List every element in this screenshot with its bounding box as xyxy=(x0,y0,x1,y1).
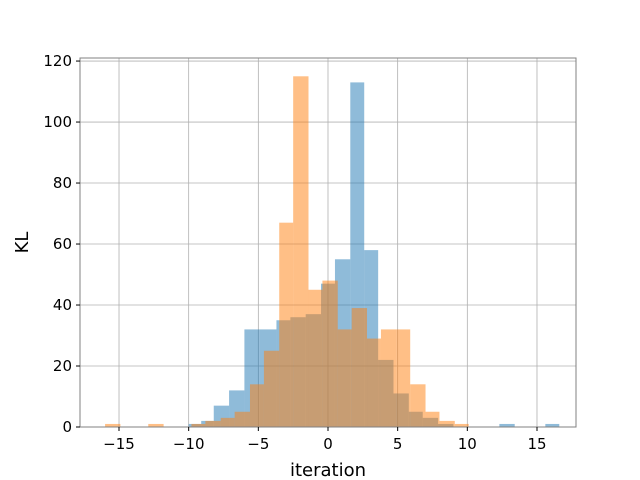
histogram-bar xyxy=(367,338,381,427)
y-axis-label: KL xyxy=(12,232,33,254)
y-tick-label: 120 xyxy=(43,52,72,70)
histogram-bar xyxy=(439,420,455,427)
x-tick-label: 10 xyxy=(458,435,477,453)
histogram-bar xyxy=(234,411,250,427)
grid xyxy=(80,58,576,428)
x-tick-label: 15 xyxy=(527,435,546,453)
histogram-bar xyxy=(148,423,164,427)
histogram-bar xyxy=(396,329,411,427)
histogram-series-2 xyxy=(105,76,469,428)
y-tick-label: 20 xyxy=(53,357,72,375)
y-tick-label: 60 xyxy=(53,235,72,253)
histogram-bar xyxy=(249,384,264,427)
x-tick-label: −10 xyxy=(173,435,205,453)
histogram-bar xyxy=(279,222,294,427)
histogram-bar xyxy=(425,411,440,427)
histogram-bar xyxy=(499,423,515,427)
y-tick-label: 80 xyxy=(53,174,72,192)
x-axis-label: iteration xyxy=(290,460,366,480)
histogram-bar xyxy=(545,423,560,427)
x-tick-label: −15 xyxy=(103,435,135,453)
x-tick-label: 5 xyxy=(393,435,403,453)
x-tick-label: −5 xyxy=(247,435,269,453)
histogram-bar xyxy=(308,289,323,427)
x-tick-label: 0 xyxy=(323,435,333,453)
histogram-bar xyxy=(205,420,221,427)
histogram-bar xyxy=(410,384,426,427)
histogram-bar xyxy=(293,76,309,428)
axis-ticks: −15 −10 −5 0 5 10 15 0 20 40 60 80 100 120 xyxy=(43,52,546,453)
y-tick-label: 40 xyxy=(53,296,72,314)
histogram-bar xyxy=(337,329,352,427)
y-tick-label: 100 xyxy=(43,113,72,131)
y-tick-label: 0 xyxy=(62,418,72,436)
histogram-bar xyxy=(322,280,338,427)
histogram-bar xyxy=(380,329,397,427)
histogram-bar xyxy=(454,423,469,427)
histogram-bar xyxy=(351,308,368,427)
histogram-bar xyxy=(191,423,206,427)
histogram-bar xyxy=(220,417,235,427)
histogram-bar xyxy=(105,423,121,427)
histogram-bars xyxy=(105,76,560,428)
histogram-bar xyxy=(263,350,280,427)
